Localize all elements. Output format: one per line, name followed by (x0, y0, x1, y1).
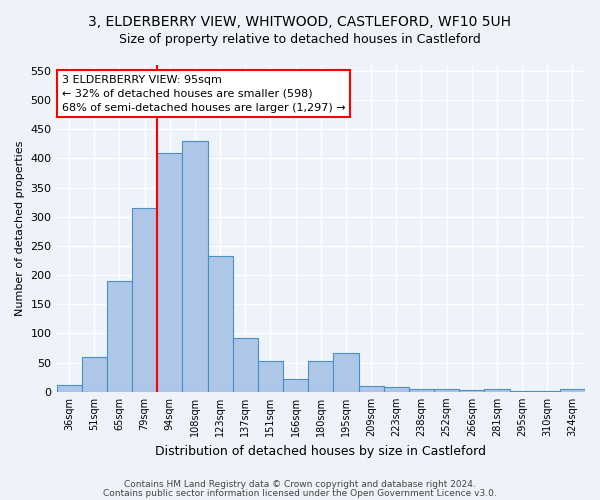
Bar (359, 386, 383, 392)
Bar (409, 389, 434, 392)
Bar (132, 208, 157, 392)
Bar (383, 386, 409, 392)
Bar (308, 361, 334, 392)
Bar (334, 354, 359, 392)
Text: 3, ELDERBERRY VIEW, WHITWOOD, CASTLEFORD, WF10 5UH: 3, ELDERBERRY VIEW, WHITWOOD, CASTLEFORD… (89, 15, 511, 29)
Bar (208, 256, 233, 392)
Text: Contains HM Land Registry data © Crown copyright and database right 2024.: Contains HM Land Registry data © Crown c… (124, 480, 476, 489)
Bar (459, 390, 484, 392)
Text: 3 ELDERBERRY VIEW: 95sqm
← 32% of detached houses are smaller (598)
68% of semi-: 3 ELDERBERRY VIEW: 95sqm ← 32% of detach… (62, 75, 346, 113)
Bar (434, 390, 459, 392)
Bar (182, 141, 208, 392)
Bar (484, 390, 509, 392)
Bar (157, 152, 182, 392)
Y-axis label: Number of detached properties: Number of detached properties (15, 140, 25, 316)
Bar (509, 390, 535, 392)
Bar (535, 391, 560, 392)
Bar (82, 357, 107, 392)
Text: Size of property relative to detached houses in Castleford: Size of property relative to detached ho… (119, 32, 481, 46)
Bar (233, 338, 258, 392)
Bar (283, 379, 308, 392)
Bar (107, 281, 132, 392)
Bar (258, 361, 283, 392)
Text: Contains public sector information licensed under the Open Government Licence v3: Contains public sector information licen… (103, 488, 497, 498)
Bar (56, 385, 82, 392)
Bar (560, 390, 585, 392)
X-axis label: Distribution of detached houses by size in Castleford: Distribution of detached houses by size … (155, 444, 486, 458)
